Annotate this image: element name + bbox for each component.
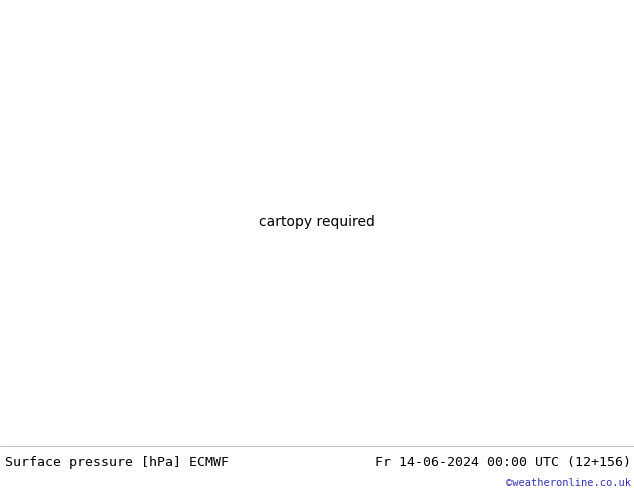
Text: Fr 14-06-2024 00:00 UTC (12+156): Fr 14-06-2024 00:00 UTC (12+156) [375,456,631,468]
Text: cartopy required: cartopy required [259,216,375,229]
Text: Surface pressure [hPa] ECMWF: Surface pressure [hPa] ECMWF [5,456,229,468]
Text: ©weatheronline.co.uk: ©weatheronline.co.uk [506,478,631,488]
